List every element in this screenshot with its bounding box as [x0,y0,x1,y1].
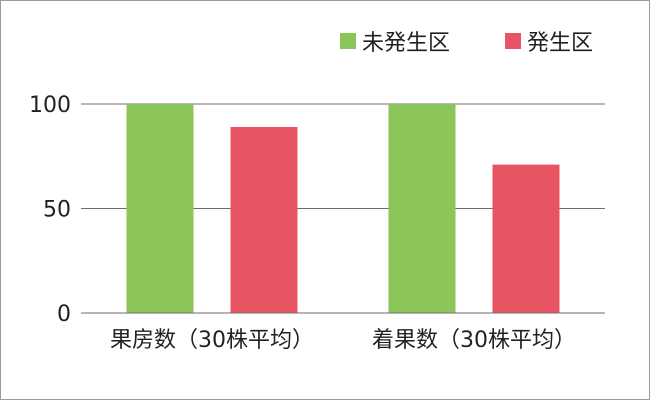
y-tick-label: 0 [57,302,71,327]
legend-swatch [505,33,521,49]
category-label: 着果数（30株平均） [372,328,576,353]
x-axis-category-labels: 果房数（30株平均） 着果数（30株平均） [110,328,576,353]
bars [126,104,560,314]
legend-label: 未発生区 [362,31,450,56]
y-axis-tick-labels: 0 50 100 [29,93,71,327]
bar-affected-2 [492,164,560,313]
bar-affected-1 [230,126,298,314]
legend-label: 発生区 [527,31,593,56]
bar-unaffected-2 [388,104,456,313]
y-tick-label: 100 [29,93,71,118]
legend-swatch [340,33,356,49]
category-label: 果房数（30株平均） [110,328,314,353]
y-tick-label: 50 [43,198,71,223]
legend: 未発生区 発生区 [340,31,593,56]
bar-unaffected-1 [126,104,194,313]
